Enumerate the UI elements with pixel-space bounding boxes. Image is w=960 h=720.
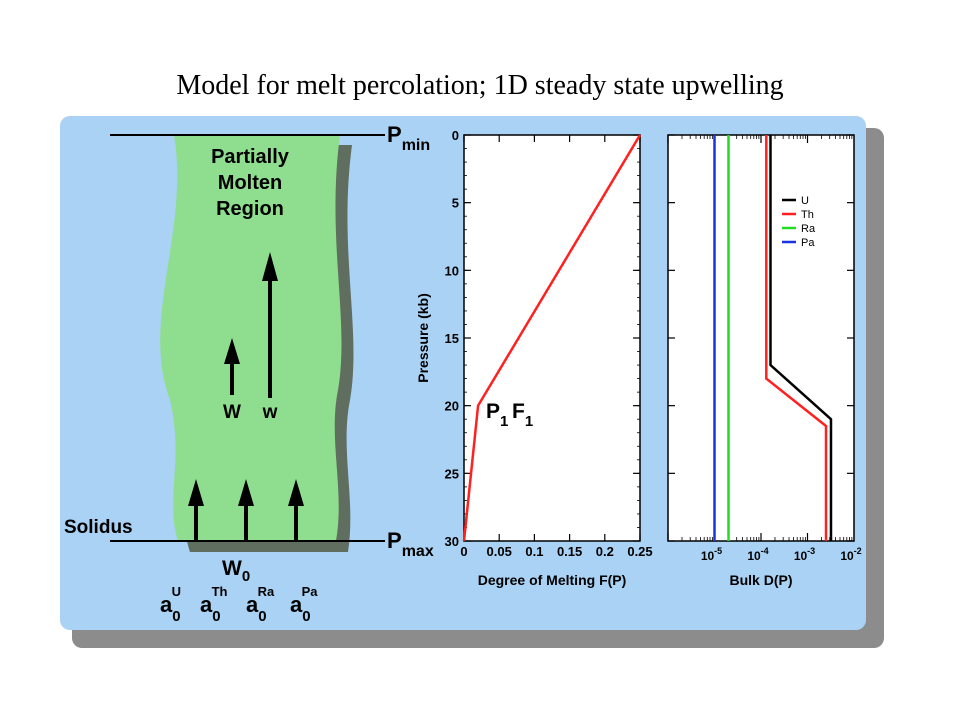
pmin-label: Pmin (387, 122, 430, 154)
activity-Ra: a0Ra (246, 584, 275, 625)
region-label-line1: Partially (211, 146, 290, 168)
melting-curve (462, 134, 642, 542)
arrowhead (188, 479, 204, 506)
tick-base: 10 (701, 549, 715, 563)
tick-exponent: -2 (854, 546, 862, 556)
arrowhead (288, 479, 304, 506)
melting-x-tick-label: 0.05 (487, 544, 512, 559)
f1-annotation: F1 (512, 400, 533, 430)
pmax-label: Pmax (387, 528, 434, 560)
melting-y-tick-label: 10 (445, 263, 459, 278)
w-label: w (262, 402, 278, 423)
bulk-d-x-tick-label: 10-3 (794, 546, 815, 563)
activity-Th: a0Th (200, 584, 228, 625)
tick-exponent: -4 (761, 546, 769, 556)
melting-x-tick-label: 0 (460, 544, 467, 559)
melt-velocity-arrows (188, 252, 304, 540)
W0-label: W0 (222, 557, 250, 585)
melt-region (160, 135, 342, 541)
melting-plot-area (463, 134, 641, 542)
melting-y-axis-title: Pressure (kb) (415, 293, 431, 382)
melting-chart: Pressure (kb) Degree of Melting F(P) P1 … (415, 128, 653, 588)
tick-base: 10 (840, 549, 854, 563)
solidus-label: Solidus (64, 517, 133, 538)
legend-label-ra: Ra (801, 223, 816, 235)
arrowhead (224, 338, 240, 364)
melt-column (160, 135, 354, 552)
melting-x-tick-label: 0.15 (557, 544, 582, 559)
melting-y-tick-label: 25 (445, 466, 459, 481)
melting-y-tick-label: 15 (445, 331, 459, 346)
arrowhead (238, 479, 254, 506)
activity-U: a0U (160, 584, 181, 625)
legend-label-pa: Pa (801, 237, 815, 249)
p1-annotation: P1 (486, 400, 508, 430)
melting-y-tick-label: 0 (452, 128, 459, 143)
initial-activities: a0U a0Th a0Ra a0Pa (160, 584, 318, 625)
bulk-d-x-tick-label: 10-5 (701, 546, 722, 563)
bulk-d-x-axis-title: Bulk D(P) (730, 572, 793, 588)
region-label-line3: Region (216, 198, 284, 220)
melting-x-tick-label: 0.25 (627, 544, 652, 559)
activity-Pa: a0Pa (290, 584, 318, 625)
bulk-d-x-tick-label: 10-4 (747, 546, 768, 563)
bulk-d-series-u (769, 135, 833, 541)
melting-x-tick-label: 0.1 (525, 544, 543, 559)
tick-exponent: -5 (714, 546, 722, 556)
tick-exponent: -3 (807, 546, 815, 556)
melting-x-tick-label: 0.2 (596, 544, 614, 559)
legend-label-th: Th (801, 209, 814, 221)
melting-x-axis-title: Degree of Melting F(P) (478, 572, 627, 588)
melting-y-tick-label: 30 (445, 534, 459, 549)
tick-base: 10 (747, 549, 761, 563)
legend-label-u: U (801, 195, 809, 207)
bulk-d-x-tick-label: 10-2 (840, 546, 861, 563)
arrowhead (262, 252, 278, 281)
tick-base: 10 (794, 549, 808, 563)
melting-y-tick-label: 20 (445, 399, 459, 414)
bulk-d-plot-area (667, 134, 855, 542)
slide-title: Model for melt percolation; 1D steady st… (176, 70, 784, 101)
melting-y-tick-label: 5 (452, 196, 459, 211)
bulk-d-series-th (765, 135, 828, 541)
region-label-line2: Molten (218, 172, 282, 194)
W-label: W (223, 402, 241, 423)
